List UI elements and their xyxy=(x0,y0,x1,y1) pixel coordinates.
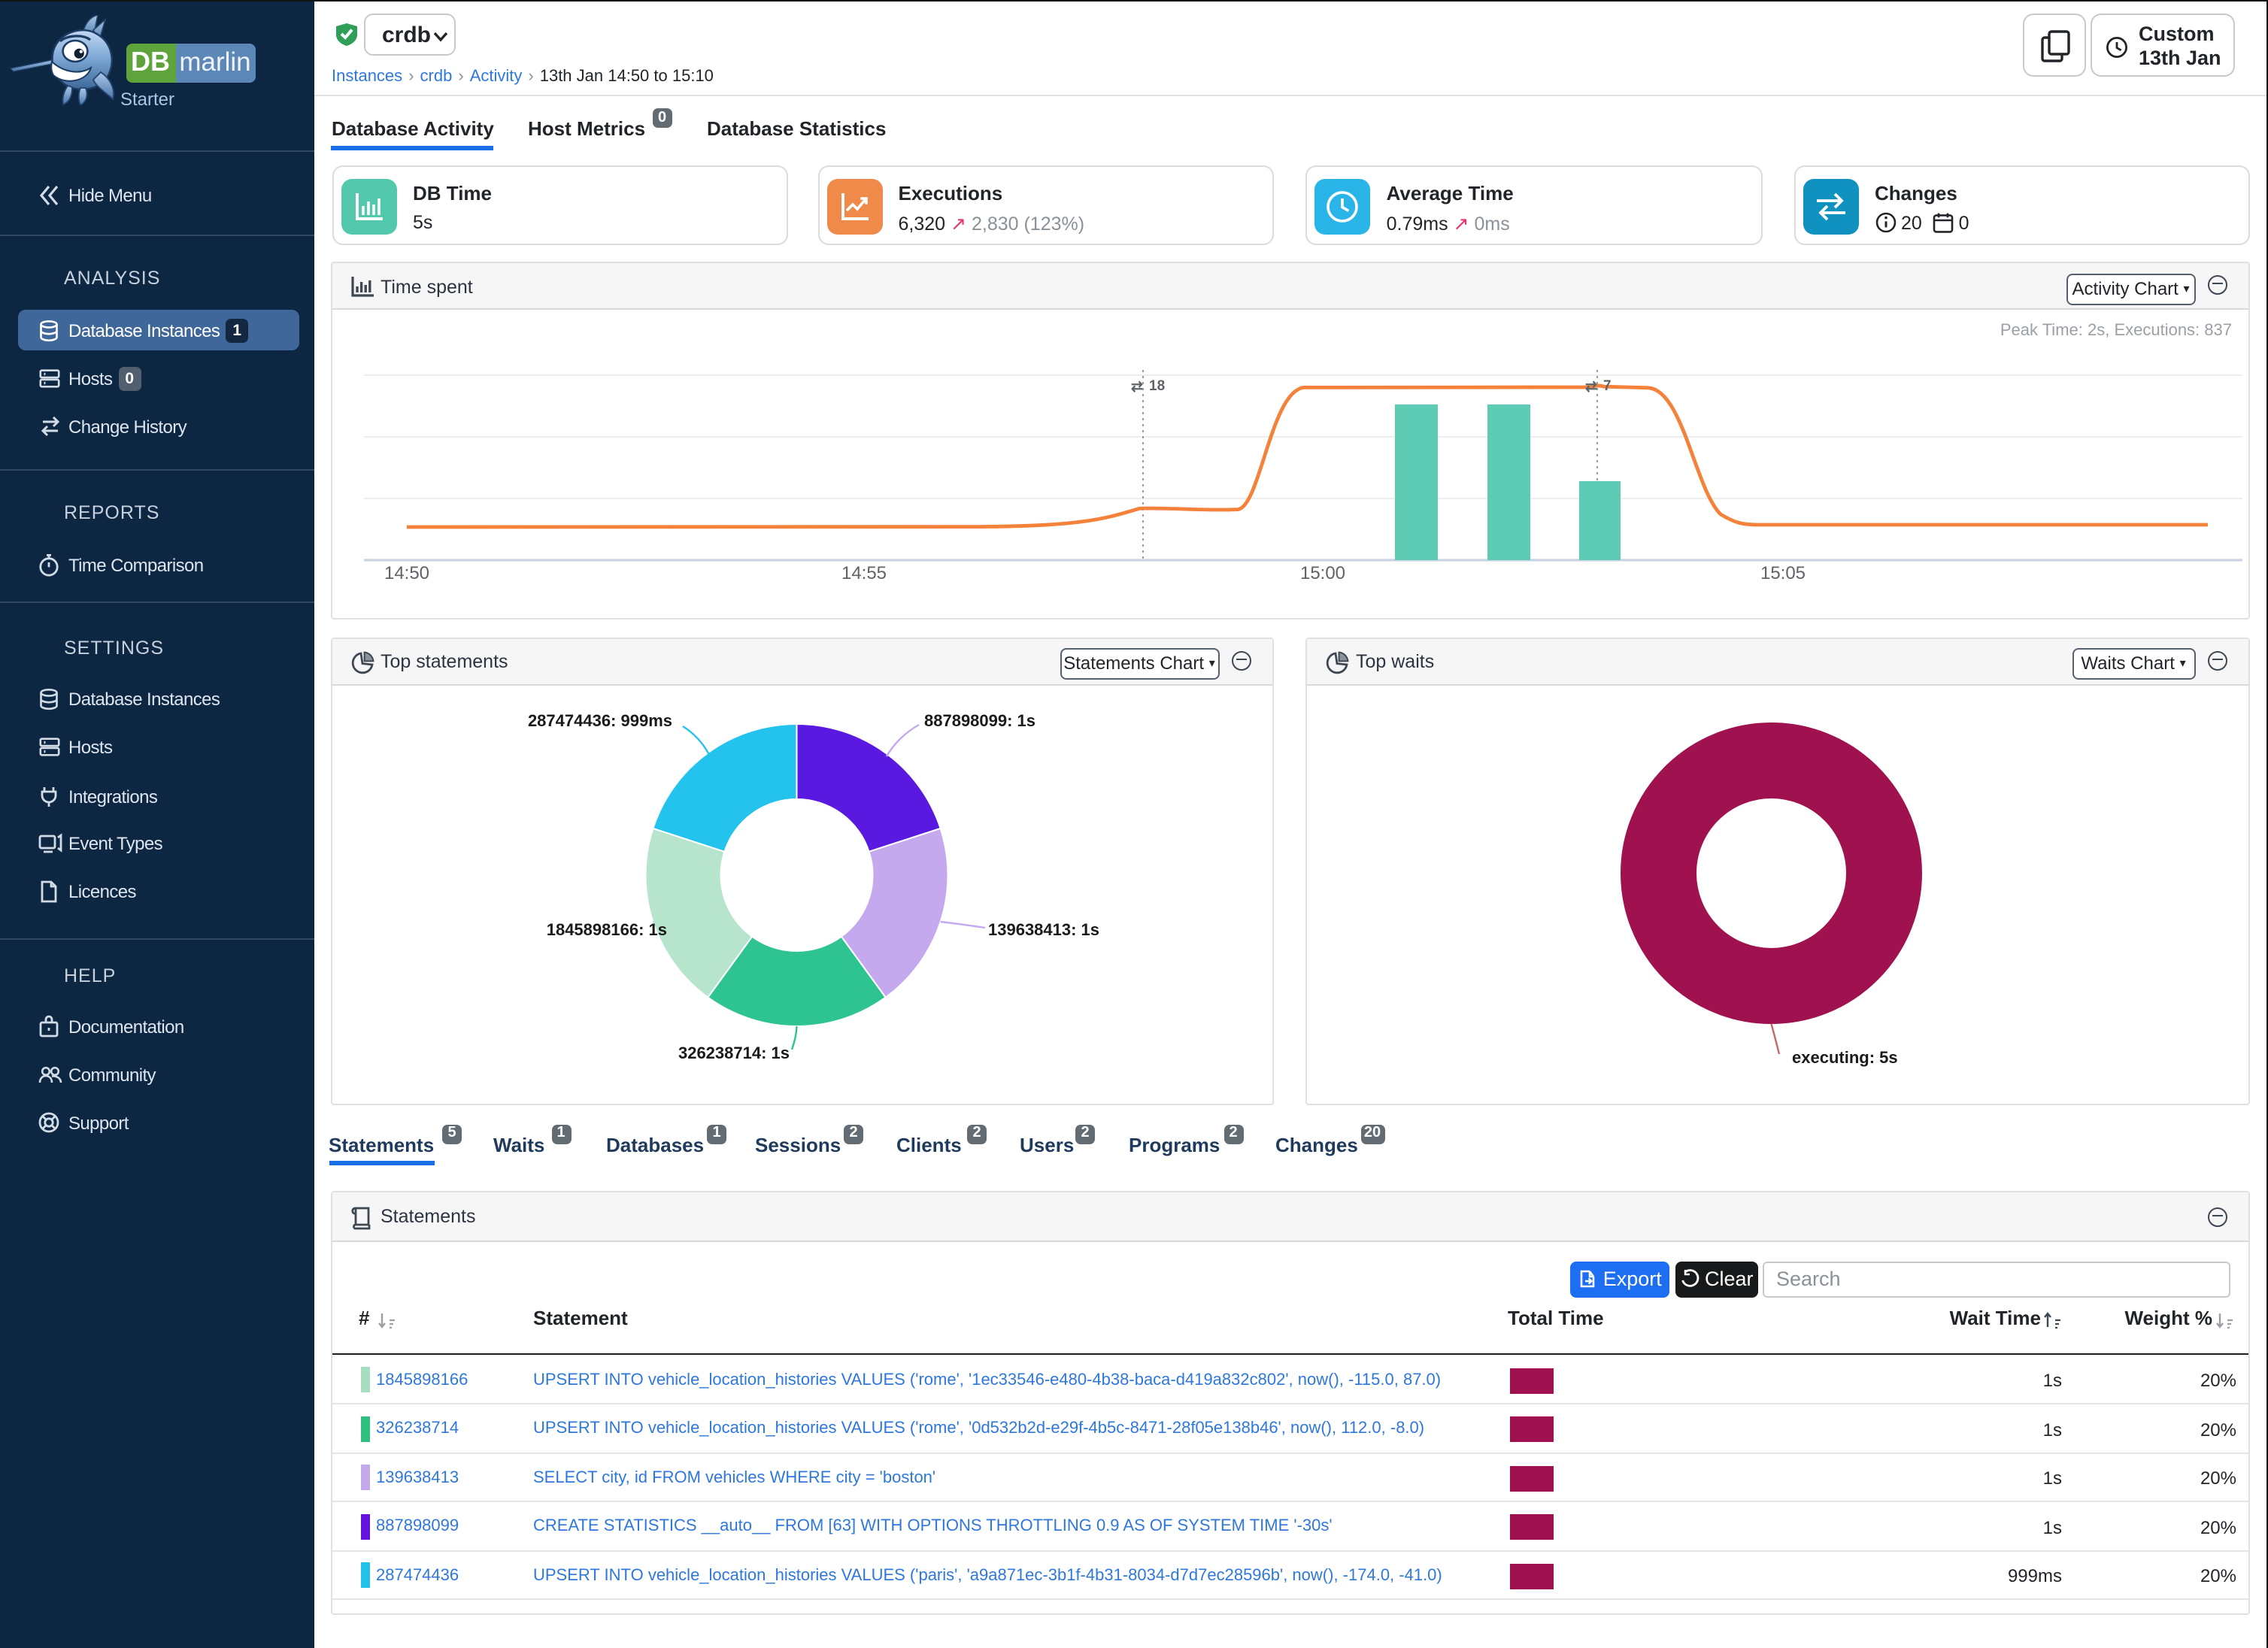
svg-text:14:55: 14:55 xyxy=(841,563,886,583)
svg-text:15:00: 15:00 xyxy=(1299,563,1345,583)
svg-text:⇄: ⇄ xyxy=(1130,379,1142,395)
svg-text:⇄: ⇄ xyxy=(1584,379,1596,395)
svg-text:18: 18 xyxy=(1148,378,1164,394)
svg-text:15:05: 15:05 xyxy=(1760,563,1805,583)
svg-text:7: 7 xyxy=(1602,378,1611,394)
svg-text:Peak Time: 2s, Executions: 837: Peak Time: 2s, Executions: 837 xyxy=(2000,320,2231,339)
svg-text:14:50: 14:50 xyxy=(384,563,429,583)
